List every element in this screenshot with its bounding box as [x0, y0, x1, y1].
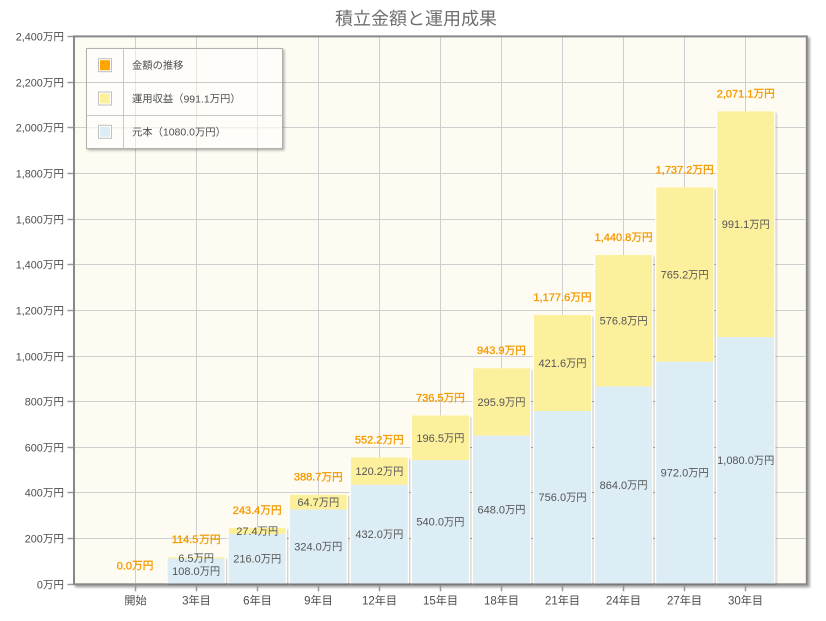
svg-text:0: 0 — [37, 579, 43, 591]
svg-text:295.9: 295.9 — [477, 397, 505, 409]
svg-text:388.7: 388.7 — [294, 472, 322, 484]
svg-text:1,600: 1,600 — [16, 214, 43, 226]
svg-text:432.0: 432.0 — [355, 529, 383, 541]
svg-text:2,000: 2,000 — [16, 122, 43, 134]
svg-text:1,080.0: 1,080.0 — [717, 455, 754, 467]
svg-text:943.9: 943.9 — [477, 345, 505, 357]
svg-text:120.2: 120.2 — [355, 466, 383, 478]
svg-text:12: 12 — [362, 596, 375, 608]
svg-text:576.8: 576.8 — [600, 316, 628, 328]
svg-text:27.4: 27.4 — [236, 526, 257, 538]
svg-text:972.0: 972.0 — [661, 467, 689, 479]
svg-text:2,200: 2,200 — [16, 77, 43, 89]
svg-text:864.0: 864.0 — [600, 480, 628, 492]
svg-text:15: 15 — [423, 596, 436, 608]
svg-text:243.4: 243.4 — [233, 505, 261, 517]
svg-text:756.0: 756.0 — [539, 492, 567, 504]
svg-text:216.0: 216.0 — [233, 554, 261, 566]
svg-text:648.0: 648.0 — [477, 504, 505, 516]
svg-text:552.2: 552.2 — [355, 434, 383, 446]
svg-text:800: 800 — [25, 396, 43, 408]
svg-text:196.5: 196.5 — [416, 433, 444, 445]
svg-text:421.6: 421.6 — [539, 358, 567, 370]
svg-text:18: 18 — [484, 596, 497, 608]
svg-text:540.0: 540.0 — [416, 517, 444, 529]
svg-text:9: 9 — [304, 596, 310, 608]
svg-text:1,800: 1,800 — [16, 168, 43, 180]
svg-text:30: 30 — [728, 596, 741, 608]
svg-text:27: 27 — [667, 596, 680, 608]
svg-text:736.5: 736.5 — [416, 392, 444, 404]
svg-text:64.7: 64.7 — [297, 497, 318, 509]
svg-text:108.0: 108.0 — [172, 566, 200, 578]
svg-text:2,071.1: 2,071.1 — [717, 88, 754, 100]
svg-text:1,737.2: 1,737.2 — [656, 164, 693, 176]
svg-text:1,177.6: 1,177.6 — [534, 292, 571, 304]
svg-text:6.5: 6.5 — [178, 553, 193, 565]
svg-text:114.5: 114.5 — [172, 534, 199, 546]
svg-text:3: 3 — [182, 596, 188, 608]
svg-text:600: 600 — [25, 442, 43, 454]
svg-text:1,000: 1,000 — [16, 351, 43, 363]
svg-text:1,400: 1,400 — [16, 259, 43, 271]
svg-text:400: 400 — [25, 487, 43, 499]
svg-text:200: 200 — [25, 533, 43, 545]
svg-text:1,200: 1,200 — [16, 305, 43, 317]
svg-text:2,400: 2,400 — [16, 31, 43, 43]
svg-text:991.1: 991.1 — [722, 219, 750, 231]
svg-text:991.1: 991.1 — [183, 93, 209, 105]
svg-text:21: 21 — [545, 596, 558, 608]
svg-text:1,440.8: 1,440.8 — [595, 232, 632, 244]
svg-text:1080.0: 1080.0 — [163, 127, 195, 139]
svg-text:6: 6 — [243, 596, 249, 608]
svg-text:24: 24 — [606, 596, 619, 608]
svg-text:765.2: 765.2 — [661, 270, 689, 282]
svg-text:324.0: 324.0 — [294, 541, 322, 553]
svg-text:0.0: 0.0 — [117, 560, 132, 572]
